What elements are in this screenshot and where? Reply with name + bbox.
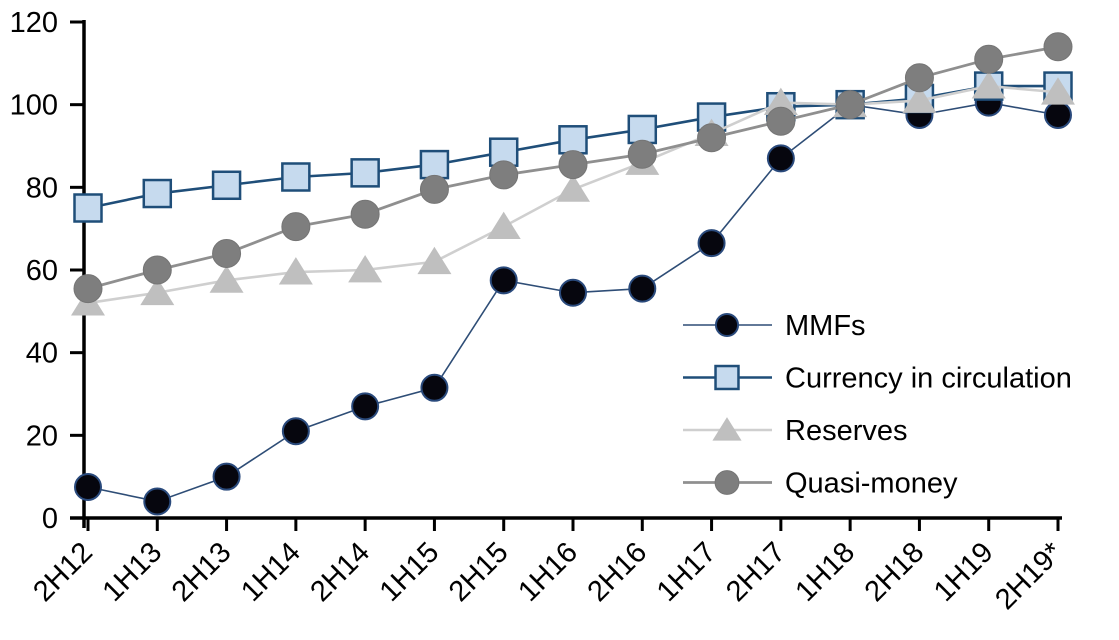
y-tick-label: 0 [42,503,58,535]
series-marker-mmfs [697,229,726,258]
legend-item-mmfs: MMFs [683,310,866,342]
series-marker-reserves [209,265,244,293]
series-marker-reserves [971,71,1006,99]
series-marker-quasi-money [835,90,865,120]
series-marker-quasi-money [627,139,657,169]
series-marker-mmfs [143,487,172,516]
series-marker-mmfs [558,278,587,307]
y-tick-label: 60 [26,255,58,287]
series-marker-quasi-money [974,44,1004,74]
series-marker-quasi-money [212,238,242,268]
y-tick-label: 40 [26,338,58,370]
series-marker-currency-in-circulation [73,193,103,223]
series-marker-reserves [140,277,175,306]
series-marker-reserves [486,211,521,239]
series-marker-quasi-money [558,150,588,180]
series-quasi-money [73,32,1073,304]
series-marker-mmfs [281,417,310,446]
series-marker-reserves [556,174,590,202]
series-marker-currency-in-circulation [350,158,380,188]
legend-label-mmfs: MMFs [785,310,866,342]
series-marker-currency-in-circulation [627,114,658,145]
series-marker-currency-in-circulation [281,162,311,192]
series-marker-mmfs [489,266,518,295]
series-marker-quasi-money [766,106,796,136]
series-marker-mmfs [1043,101,1072,129]
series-marker-currency-in-circulation-legend [714,364,740,391]
series-marker-mmfs [351,392,380,421]
y-tick-label: 80 [26,172,58,204]
series-marker-quasi-money [73,274,103,304]
series-marker-mmfs [74,473,102,501]
legend: MMFs Currency in circulation Reserves Quasi… [683,310,1072,500]
y-tick-label: 20 [26,420,58,452]
series-marker-reserves [348,255,383,283]
series-marker-quasi-money [697,123,727,153]
legend-label-currency-in-circulation: Currency in circulation [785,363,1072,395]
series-marker-quasi-money [904,63,934,93]
series-marker-reserves [1041,77,1075,105]
series-marker-quasi-money [281,212,311,242]
series-marker-mmfs [628,274,657,303]
y-tick-label: 120 [10,7,58,39]
series-marker-mmfs [212,462,241,491]
series-marker-quasi-money [350,199,380,229]
series-marker-reserves [278,257,313,285]
series-marker-reserves [902,85,937,113]
series-marker-mmfs [420,373,449,402]
series-marker-quasi-money [419,174,449,204]
legend-label-quasi-money: Quasi-money [785,468,958,500]
legend-item-reserves: Reserves [683,415,908,447]
series-marker-quasi-money [142,255,172,285]
series-marker-currency-in-circulation [558,125,588,155]
legend-item-quasi-money: Quasi-money [683,468,958,500]
legend-label-reserves: Reserves [785,415,908,447]
series-marker-reserves-legend [712,417,742,441]
y-tick-label: 100 [10,90,58,122]
series-marker-mmfs-legend [714,312,740,338]
series-marker-currency-in-circulation [211,170,242,201]
series-marker-mmfs [766,144,795,173]
series-marker-quasi-money [1043,32,1073,62]
series-marker-currency-in-circulation [419,149,450,180]
series-marker-reserves [417,246,452,275]
series-marker-currency-in-circulation [142,178,173,209]
legend-item-currency-in-circulation: Currency in circulation [683,363,1072,395]
series-marker-quasi-money [489,160,519,190]
series-marker-quasi-money-legend [714,470,740,495]
